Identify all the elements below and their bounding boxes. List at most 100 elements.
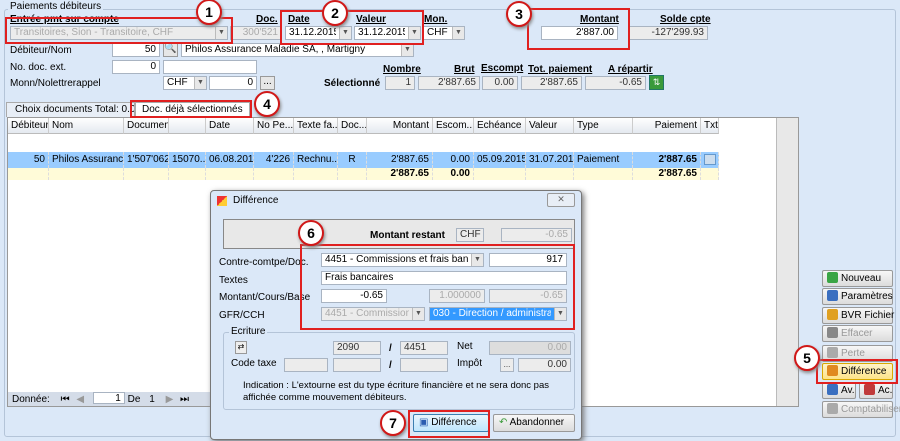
- brut-field: 2'887.65: [418, 76, 480, 90]
- solde-field: -127'299.93: [628, 26, 708, 40]
- column-header[interactable]: Valeur: [526, 118, 574, 134]
- debiteur-number-field[interactable]: 50: [112, 43, 160, 57]
- grid-cell: 0.00: [433, 152, 474, 168]
- contre-doc-field[interactable]: 917: [489, 253, 567, 267]
- textes-field[interactable]: Frais bancaires: [321, 271, 567, 285]
- column-header[interactable]: Paiement: [633, 118, 701, 134]
- nolettre-field[interactable]: 0: [209, 76, 257, 90]
- column-header[interactable]: Echéance: [474, 118, 526, 134]
- escompt-label: Escompt: [481, 63, 524, 74]
- repartir-label: A répartir: [608, 64, 653, 75]
- column-header[interactable]: Nom: [49, 118, 124, 134]
- total-cell: 0.00: [433, 168, 474, 180]
- grid-cell: [574, 168, 633, 180]
- contre-label: Contre-comtpe/Doc.: [219, 257, 309, 268]
- effacer-button[interactable]: Effacer: [822, 325, 893, 342]
- chevron-down-icon: ▼: [194, 77, 206, 89]
- difference-ok-button[interactable]: ▣ Différence: [413, 414, 489, 432]
- column-header[interactable]: Escom...: [433, 118, 474, 134]
- distribute-icon[interactable]: ⇅: [649, 75, 664, 90]
- column-header[interactable]: Txt: [701, 118, 719, 134]
- grid-cell: [701, 168, 719, 180]
- nodoc-field[interactable]: 0: [112, 60, 160, 74]
- button-label: Nouveau: [841, 273, 882, 284]
- search-icon[interactable]: 🔍: [163, 42, 178, 57]
- base-field: -0.65: [489, 289, 567, 303]
- montant-cours-label: Montant/Cours/Base: [219, 292, 311, 303]
- nodoc-field-2[interactable]: [163, 60, 257, 74]
- grid-header: Débiteur Nom Document Date No Pe... Texte fa.…: [8, 118, 719, 134]
- column-header[interactable]: No Pe...: [254, 118, 294, 134]
- prev-record-icon[interactable]: ◀: [76, 394, 85, 405]
- tab-doc-deja-selectionnes[interactable]: Doc. déjà sélectionnés: [135, 102, 250, 118]
- impot-more-button[interactable]: ...: [500, 358, 514, 372]
- perte-button[interactable]: Perte: [822, 345, 893, 362]
- montant-field[interactable]: 2'887.00: [541, 26, 618, 40]
- cch-combo[interactable]: 030 - Direction / administration▼: [429, 307, 567, 321]
- button-label: Comptabiliser: [841, 404, 900, 415]
- button-icon: [827, 403, 838, 414]
- montant-label: Montant: [580, 14, 619, 25]
- button-icon: [827, 309, 838, 320]
- button-label: Paramètres: [841, 291, 893, 302]
- ac-button[interactable]: Ac.: [859, 382, 893, 399]
- tab-choix-documents[interactable]: Choix documents Total: 0.00: [6, 102, 135, 117]
- column-header[interactable]: Doc...: [338, 118, 367, 134]
- next-record-icon[interactable]: ▶: [165, 394, 174, 405]
- column-header[interactable]: Document: [124, 118, 169, 134]
- code-taxe-label: Code taxe: [231, 358, 277, 369]
- first-record-icon[interactable]: ⏮: [60, 394, 70, 405]
- undo-icon: ↶: [499, 417, 508, 428]
- diff-montant-field[interactable]: -0.65: [321, 289, 387, 303]
- valeur-picker[interactable]: 31.12.2015 ▼: [354, 26, 421, 40]
- group-title: Paiements débiteurs: [8, 1, 104, 12]
- nouveau-button[interactable]: Nouveau: [822, 270, 893, 287]
- grid-cell: Rechnu...: [294, 152, 338, 168]
- currency-select[interactable]: CHF ▼: [423, 26, 465, 40]
- more-button[interactable]: ...: [260, 76, 275, 90]
- total-records: 1: [149, 394, 155, 405]
- swap-icon[interactable]: ⇄: [235, 341, 247, 354]
- chevron-down-icon: ▼: [408, 27, 420, 39]
- solde-label: Solde cpte: [660, 14, 711, 25]
- param-tres-button[interactable]: Paramètres: [822, 288, 893, 305]
- column-header[interactable]: Type: [574, 118, 633, 134]
- column-header[interactable]: Débiteur: [8, 118, 49, 134]
- restant-value: -0.65: [501, 228, 572, 242]
- montant-restant-panel: Montant restant CHF -0.65: [223, 219, 575, 249]
- slash: /: [389, 343, 392, 354]
- grid-scrollbar[interactable]: [776, 118, 798, 406]
- grid-cell: Philos Assurance...: [49, 152, 124, 168]
- last-record-icon[interactable]: ⏭: [180, 394, 190, 405]
- app-icon: [217, 196, 227, 206]
- abandonner-button[interactable]: ↶ Abandonner: [493, 414, 575, 432]
- column-header[interactable]: Texte fa...: [294, 118, 338, 134]
- text-note-icon[interactable]: [704, 154, 716, 165]
- grid-cell: 31.07.2015: [526, 152, 574, 168]
- column-header[interactable]: [169, 118, 206, 134]
- date-picker[interactable]: 31.12.2015 ▼: [285, 26, 352, 40]
- totals-row: 2'887.65 0.00 2'887.65: [8, 168, 719, 180]
- nav-label: Donnée:: [12, 394, 50, 405]
- close-button[interactable]: ✕: [547, 193, 575, 207]
- doc-field: 300'521: [230, 26, 282, 40]
- contre-compte-combo[interactable]: 4451 - Commissions et frais bancaires (o…: [321, 253, 484, 267]
- column-header[interactable]: Date: [206, 118, 254, 134]
- chevron-down-icon: ▼: [471, 254, 483, 266]
- button-icon: [827, 327, 838, 338]
- av-button[interactable]: Av.: [822, 382, 856, 399]
- monn-currency-select[interactable]: CHF ▼: [163, 76, 207, 90]
- grid-cell: 05.09.2015: [474, 152, 526, 168]
- annotation-7: 7: [380, 410, 406, 436]
- credit-account: 4451: [400, 341, 448, 355]
- debiteur-name-combo[interactable]: Philos Assurance Maladie SA, , Martigny ▼: [181, 43, 414, 57]
- column-header[interactable]: Montant: [367, 118, 433, 134]
- bvr-fichier-button[interactable]: BVR Fichier: [822, 307, 894, 324]
- grid-cell: R: [338, 152, 367, 168]
- annotation-2: 2: [322, 0, 348, 26]
- différence-button[interactable]: Différence: [822, 363, 893, 380]
- comptabiliser-button[interactable]: Comptabiliser: [822, 401, 900, 418]
- record-input[interactable]: 1: [92, 392, 125, 404]
- chevron-down-icon: ▼: [452, 27, 464, 39]
